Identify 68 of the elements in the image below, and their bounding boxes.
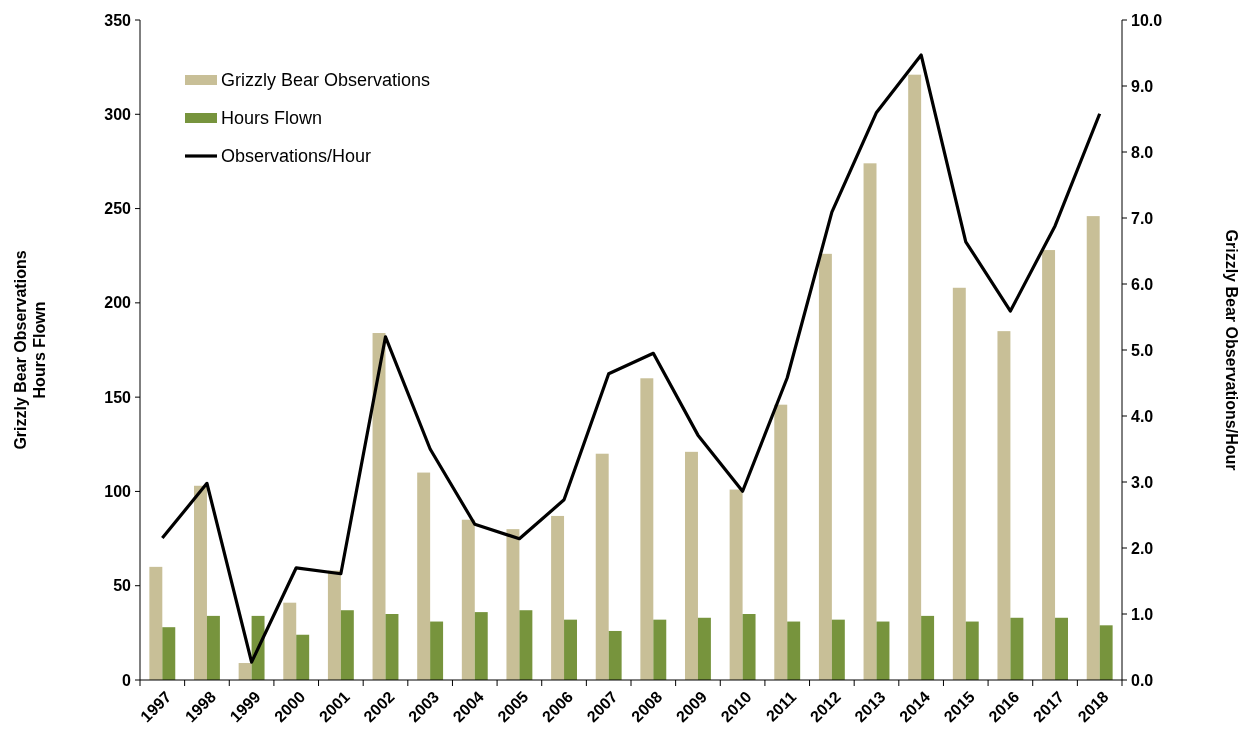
- bar: [372, 333, 386, 680]
- legend-label: Observations/Hour: [221, 146, 372, 167]
- bar: [697, 617, 711, 680]
- bar: [296, 634, 310, 680]
- bar: [921, 615, 935, 680]
- y-tick-label: 150: [104, 388, 132, 406]
- bar: [1099, 625, 1113, 680]
- y2-tick-label: 9.0: [1131, 77, 1154, 95]
- bar: [283, 602, 297, 680]
- legend-label: Grizzly Bear Observations: [221, 70, 431, 91]
- y2-tick-label: 1.0: [1131, 605, 1154, 623]
- bar: [742, 614, 756, 680]
- bar: [1055, 617, 1068, 680]
- line-series: [160, 53, 1102, 664]
- bar: [787, 621, 801, 680]
- bar: [685, 451, 698, 680]
- bar: [474, 612, 488, 680]
- y-axis-title: Grizzly Bear Observations Hours Flown: [12, 250, 49, 450]
- bar: [149, 566, 163, 680]
- y2-tick-label: 4.0: [1131, 407, 1154, 425]
- bar: [194, 485, 207, 680]
- bar: [876, 621, 890, 680]
- bar: [461, 519, 475, 680]
- bar: [640, 378, 654, 680]
- y2-tick-label: 7.0: [1131, 209, 1154, 227]
- bar: [608, 630, 622, 680]
- bar: [831, 619, 845, 680]
- bar: [653, 619, 667, 680]
- y-tick-label: 200: [104, 294, 132, 312]
- bar: [774, 404, 788, 680]
- y-tick-label: 350: [104, 11, 132, 29]
- bar: [564, 619, 577, 680]
- y2-tick-label: 6.0: [1131, 275, 1154, 293]
- bar: [965, 621, 979, 680]
- y2-axis-title: Grizzly Bear Observations/Hour: [1223, 229, 1240, 471]
- bar: [997, 331, 1011, 680]
- y2-tick-label: 5.0: [1131, 341, 1154, 359]
- bar: [327, 570, 341, 680]
- y2-tick-label: 3.0: [1131, 473, 1154, 491]
- bar: [952, 287, 966, 680]
- legend-label: Hours Flown: [221, 108, 323, 129]
- bar: [385, 614, 399, 680]
- bar: [206, 615, 220, 680]
- bar: [863, 163, 877, 680]
- y-tick-label: 100: [104, 483, 132, 501]
- bar: [519, 610, 533, 680]
- bar: [1042, 250, 1056, 680]
- bar: [818, 253, 832, 680]
- y2-tick-label: 2.0: [1131, 539, 1154, 557]
- y-tick-label: 300: [104, 105, 132, 123]
- bar: [430, 621, 444, 680]
- bar: [1010, 617, 1024, 680]
- y2-tick-label: 0.0: [1131, 671, 1154, 689]
- y-tick-label: 0: [122, 671, 132, 689]
- bar: [162, 627, 176, 680]
- y2-tick-label: 10.0: [1131, 11, 1163, 29]
- bar: [1086, 216, 1100, 680]
- bar: [417, 472, 431, 680]
- y-tick-label: 50: [113, 577, 132, 595]
- bar: [506, 529, 520, 680]
- bar: [908, 74, 922, 680]
- y-tick-label: 250: [104, 200, 132, 218]
- bar: [340, 610, 354, 680]
- y2-tick-label: 8.0: [1131, 143, 1154, 161]
- bar: [595, 453, 609, 680]
- bar: [729, 489, 743, 680]
- bar: [238, 663, 252, 680]
- bar: [551, 515, 565, 680]
